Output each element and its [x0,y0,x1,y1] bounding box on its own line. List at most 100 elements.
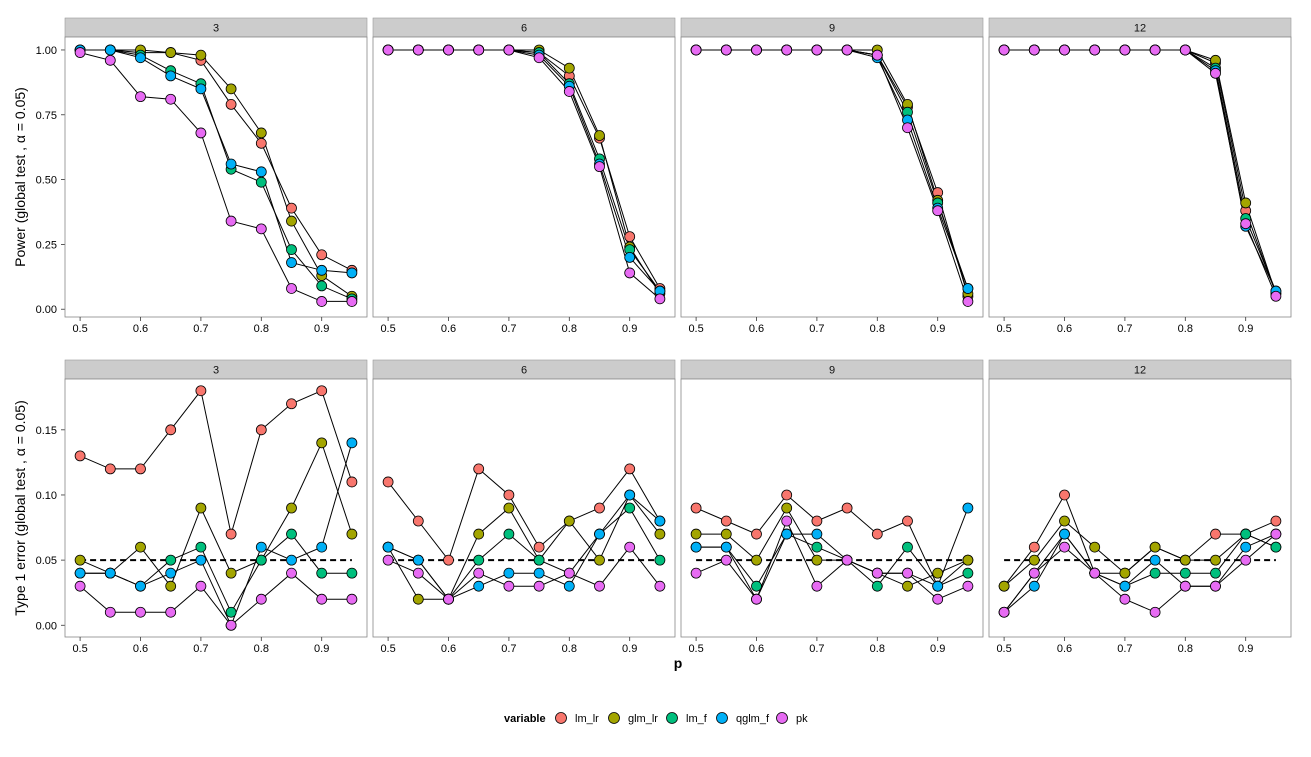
data-point-lm_lr [104,463,116,475]
data-point-qglm_f [346,267,358,279]
data-point-lm_f [962,567,974,579]
data-point-qglm_f [286,554,297,566]
x-tick-label: 0.5 [72,643,87,655]
data-point-glm_lr [1149,541,1161,553]
series-line-lm_lr [79,389,353,535]
data-point-pk [135,91,146,103]
series-line-pk [79,572,352,627]
series-line-pk [387,546,661,600]
data-point-pk [165,606,177,618]
data-point-pk [811,44,823,56]
data-point-pk [443,593,454,605]
data-point-lm_lr [811,515,823,527]
legend: variable lm_lr glm_lr lm_f qglm_f pk [504,712,808,725]
data-point-pk [1119,593,1131,605]
y-axis-title-type1: Type 1 error (global test , α = 0.05) [12,400,28,615]
data-point-pk [346,296,358,307]
data-point-qglm_f [473,580,485,592]
data-point-qglm_f [563,580,575,592]
data-point-qglm_f [811,528,823,540]
data-point-pk [225,619,237,631]
y-axis-title-power: Power (global test , α = 0.05) [12,87,28,267]
data-point-lm_f [346,567,358,579]
series-line-glm_lr [79,441,353,588]
data-point-qglm_f [533,567,545,579]
series-line-pk [695,519,969,601]
data-point-qglm_f [962,502,974,514]
series-line-lm_lr [695,494,969,588]
legend-label-pk: pk [796,713,808,725]
facet-strip-label: 3 [213,23,219,35]
data-point-glm_lr [412,593,424,605]
data-point-glm_lr [165,47,177,58]
x-tick-label: 0.5 [688,643,703,655]
data-point-glm_lr [1210,554,1221,566]
x-tick-label: 0.6 [1057,323,1072,335]
data-point-qglm_f [346,437,358,449]
data-point-glm_lr [902,580,913,592]
data-point-glm_lr [74,554,86,566]
data-point-glm_lr [195,49,207,61]
data-point-qglm_f [1059,528,1070,540]
data-point-pk [1270,528,1282,540]
data-point-pk [902,122,913,134]
facet-strip-label: 12 [1134,23,1146,35]
data-point-pk [841,554,853,566]
data-point-pk [902,567,913,579]
data-point-qglm_f [316,541,328,553]
data-point-pk [871,567,883,579]
data-point-lm_lr [841,502,853,514]
data-point-lm_lr [316,249,328,261]
data-point-qglm_f [654,515,666,527]
data-point-pk [503,44,515,56]
data-point-pk [286,283,297,294]
data-point-qglm_f [1149,554,1161,566]
data-point-lm_f [1270,541,1282,553]
data-point-pk [195,580,207,592]
data-point-lm_lr [503,489,515,501]
data-point-glm_lr [751,554,762,566]
data-point-lm_lr [902,515,913,527]
data-point-pk [412,44,424,56]
panel-type1-12: 12 0.5 0.6 0.7 0.8 0.9 [988,359,1292,655]
data-point-pk [412,567,424,579]
x-tick-label: 0.9 [622,323,637,335]
data-point-lm_f [1149,567,1161,579]
data-point-lm_f [871,580,883,592]
y-tick-label: 0.15 [36,425,57,437]
data-point-qglm_f [165,70,177,82]
data-point-qglm_f [1119,580,1131,592]
data-point-qglm_f [1240,541,1252,553]
data-point-lm_lr [1210,528,1221,540]
x-tick-label: 0.8 [870,323,885,335]
data-point-glm_lr [594,554,605,566]
data-point-pk [720,554,732,566]
data-point-qglm_f [962,283,974,294]
data-point-glm_lr [594,130,605,141]
data-point-pk [751,593,762,605]
data-point-glm_lr [503,502,515,514]
data-point-pk [1028,44,1040,56]
data-point-glm_lr [1119,567,1131,579]
data-point-lm_lr [690,502,702,514]
data-point-lm_f [286,528,297,540]
panel-border [680,36,984,318]
x-tick-label: 0.6 [441,323,456,335]
x-tick-label: 0.9 [622,643,637,655]
panel-border [64,378,368,638]
data-point-glm_lr [225,567,237,579]
data-point-pk [781,44,793,56]
data-point-glm_lr [473,528,485,540]
y-tick-label: 0.25 [36,239,57,251]
panel-type1-6: 6 0.5 0.6 0.7 0.8 0.9 [372,359,676,655]
facet-strip-label: 3 [213,365,219,377]
series-line-lm_f [1003,533,1277,613]
data-point-lm_lr [594,502,605,514]
legend-label-glm_lr: glm_lr [628,713,658,725]
data-point-pk [1270,290,1282,302]
data-point-lm_lr [286,202,297,214]
legend-swatch-lm_f [666,712,678,724]
data-point-pk [346,593,358,605]
data-point-lm_lr [751,528,762,540]
data-point-pk [998,44,1010,56]
